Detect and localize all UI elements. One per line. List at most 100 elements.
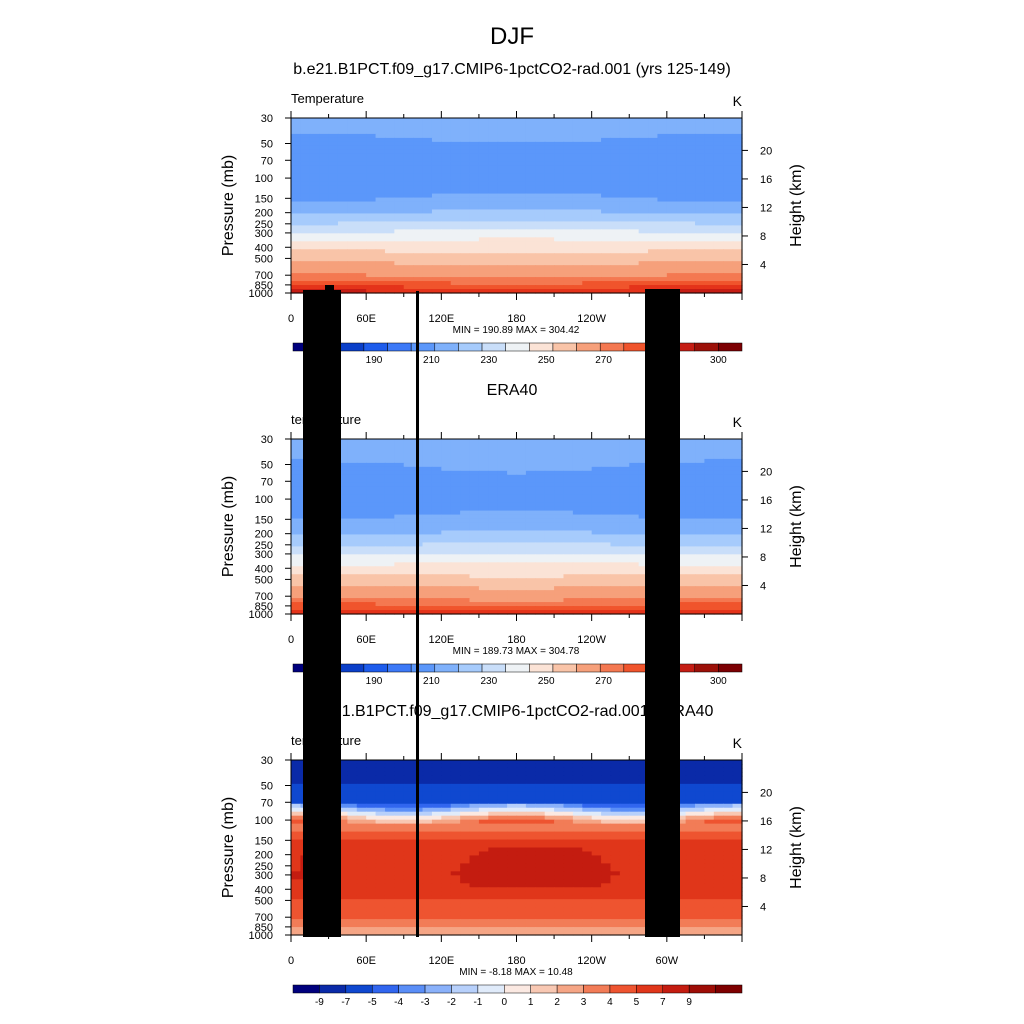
field-cell: [601, 462, 612, 468]
field-cell: [676, 129, 687, 135]
field-cell: [291, 594, 301, 599]
field-cell: [685, 221, 696, 226]
field-cell: [300, 193, 311, 199]
field-cell: [507, 169, 518, 175]
field-cell: [300, 165, 311, 171]
field-cell: [431, 450, 442, 456]
field-cell: [601, 257, 612, 262]
field-cell: [685, 494, 696, 500]
field-cell: [460, 771, 471, 777]
field-cell: [300, 133, 311, 139]
field-cell: [732, 141, 743, 147]
field-cell: [723, 550, 734, 555]
field-cell: [610, 149, 621, 155]
field-cell: [535, 197, 546, 203]
field-cell: [695, 257, 706, 262]
field-cell: [403, 522, 414, 528]
field-cell: [394, 530, 405, 536]
field-cell: [469, 233, 480, 238]
field-cell: [384, 478, 395, 484]
field-cell: [497, 760, 508, 765]
field-cell: [563, 225, 574, 230]
field-cell: [601, 450, 612, 456]
field-cell: [676, 578, 687, 583]
field-cell: [676, 514, 687, 520]
field-cell: [469, 439, 480, 444]
field-cell: [488, 791, 499, 797]
field-cell: [695, 767, 706, 773]
field-cell: [394, 225, 405, 230]
field-cell: [657, 141, 668, 147]
field-cell: [695, 474, 706, 480]
field-cell: [403, 225, 414, 230]
field-cell: [572, 598, 583, 603]
field-cell: [619, 265, 630, 270]
field-cell: [356, 779, 367, 785]
field-cell: [591, 173, 602, 179]
field-cell: [695, 169, 706, 175]
field-cell: [723, 133, 734, 139]
field-cell: [704, 771, 715, 777]
field-cell: [356, 767, 367, 773]
y-tick-label: 250: [255, 540, 273, 552]
field-cell: [488, 498, 499, 504]
field-cell: [610, 169, 621, 175]
field-cell: [572, 610, 583, 615]
field-cell: [488, 273, 499, 278]
field-cell: [695, 530, 706, 536]
field-cell: [309, 217, 320, 223]
field-cell: [610, 269, 621, 274]
field-cell: [525, 165, 536, 171]
field-cell: [695, 779, 706, 785]
field-cell: [375, 201, 386, 207]
field-cell: [657, 265, 668, 270]
field-cell: [488, 526, 499, 532]
field-cell: [431, 586, 442, 591]
field-cell: [713, 169, 724, 175]
field-cell: [657, 201, 668, 207]
field-cell: [356, 277, 367, 282]
field-cell: [319, 221, 330, 226]
colorbar-label: 190: [366, 355, 383, 366]
field-cell: [695, 526, 706, 532]
field-cell: [384, 237, 395, 242]
field-cell: [347, 760, 358, 765]
field-cell: [507, 558, 518, 563]
field-cell: [488, 470, 499, 476]
field-cell: [375, 197, 386, 203]
field-cell: [347, 209, 358, 215]
field-cell: [516, 157, 527, 163]
field-cell: [516, 253, 527, 258]
field-cell: [591, 281, 602, 286]
field-cell: [657, 245, 668, 250]
field-cell: [648, 133, 659, 139]
field-cell: [375, 470, 386, 476]
field-cell: [610, 478, 621, 484]
field-cell: [403, 803, 414, 809]
field-cell: [375, 185, 386, 191]
field-cell: [619, 510, 630, 516]
field-cell: [713, 498, 724, 504]
field-cell: [723, 253, 734, 258]
field-cell: [384, 554, 395, 559]
y-axis-label: Pressure (mb): [220, 476, 237, 577]
field-cell: [591, 775, 602, 781]
field-cell: [554, 482, 565, 488]
field-cell: [572, 450, 583, 456]
field-cell: [525, 181, 536, 187]
field-cell: [638, 257, 649, 262]
field-cell: [610, 795, 621, 801]
field-cell: [441, 169, 452, 175]
field-cell: [375, 213, 386, 219]
field-cell: [629, 145, 640, 151]
field-cell: [450, 546, 461, 551]
field-cell: [713, 249, 724, 254]
field-cell: [375, 558, 386, 563]
field-cell: [337, 157, 348, 163]
field-cell: [601, 229, 612, 234]
field-cell: [591, 514, 602, 520]
field-cell: [704, 783, 715, 789]
field-cell: [347, 145, 358, 151]
field-cell: [394, 233, 405, 238]
field-cell: [648, 173, 659, 179]
